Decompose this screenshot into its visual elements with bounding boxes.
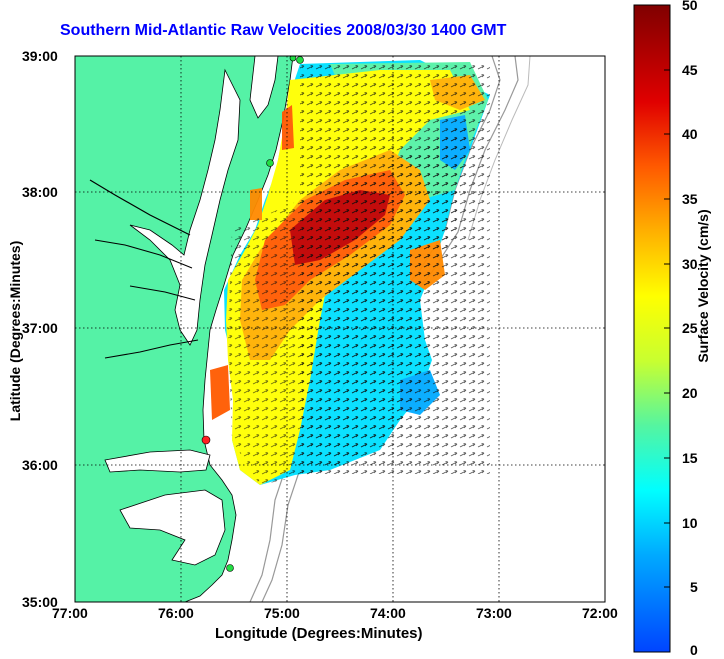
colorbar-tick-label: 40	[682, 126, 698, 142]
y-tick-label: 35:00	[22, 594, 58, 610]
grid-lines	[75, 56, 605, 602]
james-river	[104, 339, 199, 359]
radar-station-marker	[266, 159, 274, 167]
rappahannock-river	[94, 239, 193, 269]
y-tick-label: 36:00	[22, 457, 58, 473]
colorbar-tick-label: 5	[690, 579, 698, 595]
x-axis-title: Longitude (Degrees:Minutes)	[215, 625, 423, 642]
y-axis-title: Latitude (Degrees:Minutes)	[7, 240, 23, 422]
potomac-river	[89, 179, 191, 236]
colorbar-tick-label: 20	[682, 385, 698, 401]
plot-frame	[74, 55, 606, 603]
x-tick-label: 72:00	[582, 605, 618, 621]
colorbar-tick-label: 0	[690, 642, 698, 658]
x-tick-label: 75:00	[264, 605, 300, 621]
y-tick-label: 39:00	[22, 48, 58, 64]
x-tick-label: 77:00	[52, 605, 88, 621]
colorbar-tick-label: 10	[682, 515, 698, 531]
albemarle-sound	[104, 449, 211, 473]
radar-station-marker	[289, 56, 297, 62]
map-title: Southern Mid-Atlantic Raw Velocities 200…	[60, 22, 507, 39]
delaware-bay	[249, 56, 279, 119]
y-tick-label: 38:00	[22, 184, 58, 200]
colorbar-ticks	[664, 4, 670, 588]
chesapeake-bay	[129, 68, 241, 346]
colorbar-tick-label: 15	[682, 450, 698, 466]
colorbar-tick-label: 45	[682, 62, 698, 78]
colorbar-tick-label: 50	[682, 0, 698, 13]
x-tick-label: 74:00	[370, 605, 406, 621]
colorbar-title: Surface Velocity (cm/s)	[695, 209, 711, 363]
x-tick-label: 73:00	[476, 605, 512, 621]
radar-station-marker	[296, 56, 304, 64]
y-tick-label: 37:00	[22, 320, 58, 336]
york-river	[129, 285, 196, 301]
pamlico-sound	[119, 489, 226, 566]
colorbar-tick-label: 30	[682, 256, 698, 272]
colorbar-tick-label: 35	[682, 191, 698, 207]
x-tick-label: 76:00	[158, 605, 194, 621]
radar-station-marker	[201, 435, 211, 445]
radar-station-marker	[226, 564, 234, 572]
colorbar-tick-label: 25	[682, 320, 698, 336]
